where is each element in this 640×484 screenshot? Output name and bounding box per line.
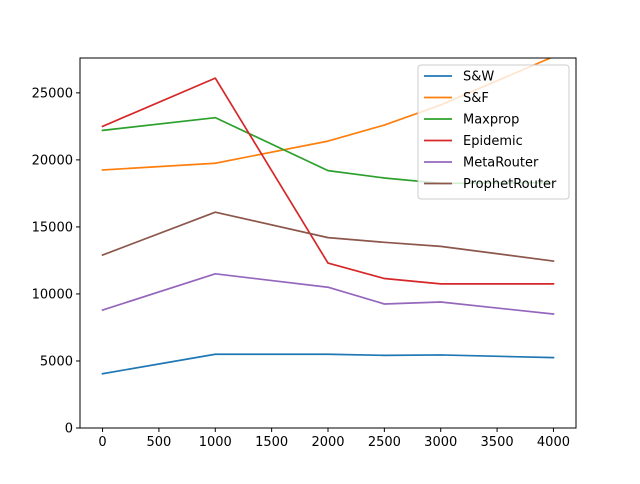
x-tick-label: 1500 xyxy=(255,435,288,450)
legend-box xyxy=(417,64,570,200)
x-tick-label: 4000 xyxy=(537,435,570,450)
x-tick-label: 3000 xyxy=(424,435,457,450)
x-tick-label: 2500 xyxy=(368,435,401,450)
legend: S&W S&F Maxprop Epidemic MetaRouter ProphetRo… xyxy=(417,64,570,200)
series-line-4 xyxy=(101,272,555,315)
x-tick-label: 1000 xyxy=(199,435,232,450)
x-tick-label: 0 xyxy=(98,435,106,450)
y-tick-label: 10000 xyxy=(32,287,73,302)
series-line-3 xyxy=(101,77,555,285)
y-axis: 0 5000 10000 15000 20000 25000 xyxy=(32,86,80,437)
y-tick-label: 20000 xyxy=(32,153,73,168)
x-tick-label: 3500 xyxy=(481,435,514,450)
legend-label: MetaRouter xyxy=(463,156,539,171)
y-tick-label: 0 xyxy=(65,422,73,437)
series-line-0 xyxy=(101,353,555,375)
series-layer xyxy=(101,58,555,375)
x-axis: 0 500 1000 1500 2000 2500 3000 3500 4000 xyxy=(98,428,570,450)
y-tick-label: 15000 xyxy=(32,220,73,235)
y-tick-label: 25000 xyxy=(32,86,73,101)
legend-label: ProphetRouter xyxy=(463,177,557,192)
y-tick-label: 5000 xyxy=(40,354,73,369)
x-tick-label: 2000 xyxy=(311,435,344,450)
legend-label: S&W xyxy=(463,70,494,85)
x-tick-label: 500 xyxy=(146,435,171,450)
legend-label: Maxprop xyxy=(463,113,519,128)
series-line-5 xyxy=(101,211,555,263)
legend-label: S&F xyxy=(463,91,489,106)
legend-label: Epidemic xyxy=(463,134,523,149)
